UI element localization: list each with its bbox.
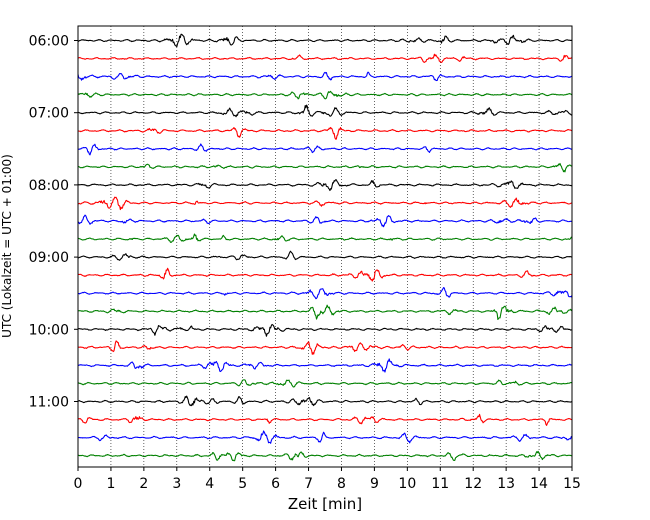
plot-frame [77, 25, 573, 468]
y-tick-label: 10:00 [29, 322, 69, 338]
x-axis-ticks: 0 1 2 3 4 5 6 7 8 9 10 11 12 13 14 15 [74, 467, 581, 492]
y-axis-title: UTC (Lokalzeit = UTC + 01:00) [0, 154, 14, 338]
trace-0700 [77, 104, 573, 118]
trace-0900 [77, 250, 573, 261]
x-tick-label: 14 [530, 476, 548, 492]
x-tick-label: 6 [271, 476, 280, 492]
trace-1130 [77, 430, 573, 444]
trace-0600 [77, 33, 573, 48]
trace-0915 [77, 267, 573, 282]
trace-0745 [77, 162, 573, 173]
seismic-traces [77, 33, 573, 462]
x-tick-label: 0 [74, 476, 83, 492]
x-tick-label: 13 [497, 476, 515, 492]
x-tick-label: 3 [172, 476, 181, 492]
trace-0645 [77, 90, 573, 100]
x-tick-label: 2 [139, 476, 148, 492]
trace-0830 [77, 214, 573, 228]
y-tick-label: 06:00 [29, 34, 69, 50]
y-tick-label: 11:00 [29, 395, 69, 411]
trace-1030 [77, 358, 573, 373]
x-tick-label: 1 [106, 476, 115, 492]
trace-0730 [77, 143, 573, 156]
y-axis-ticks: 06:00 07:00 08:00 09:00 10:00 11:00 [29, 34, 78, 411]
x-tick-label: 10 [398, 476, 416, 492]
x-tick-label: 8 [337, 476, 346, 492]
trace-0800 [77, 179, 573, 192]
x-tick-label: 11 [431, 476, 449, 492]
y-tick-label: 07:00 [29, 106, 69, 122]
x-tick-label: 4 [205, 476, 214, 492]
trace-0930 [77, 287, 573, 300]
x-tick-label: 15 [563, 476, 581, 492]
trace-0615 [77, 53, 573, 64]
trace-1015 [77, 340, 573, 355]
x-tick-label: 7 [304, 476, 313, 492]
trace-0715 [77, 126, 573, 140]
x-tick-label: 12 [464, 476, 482, 492]
y-tick-label: 08:00 [29, 178, 69, 194]
trace-1000 [77, 323, 573, 337]
trace-0945 [77, 304, 573, 321]
trace-0815 [77, 196, 573, 211]
trace-1145 [77, 450, 573, 462]
x-axis-title: Zeit [min] [288, 495, 362, 513]
trace-1045 [77, 379, 573, 388]
trace-1100 [77, 395, 573, 407]
trace-0630 [77, 71, 573, 82]
y-tick-label: 09:00 [29, 250, 69, 266]
x-tick-label: 9 [370, 476, 379, 492]
trace-0845 [77, 233, 573, 243]
x-tick-label: 5 [238, 476, 247, 492]
trace-1115 [77, 413, 573, 426]
